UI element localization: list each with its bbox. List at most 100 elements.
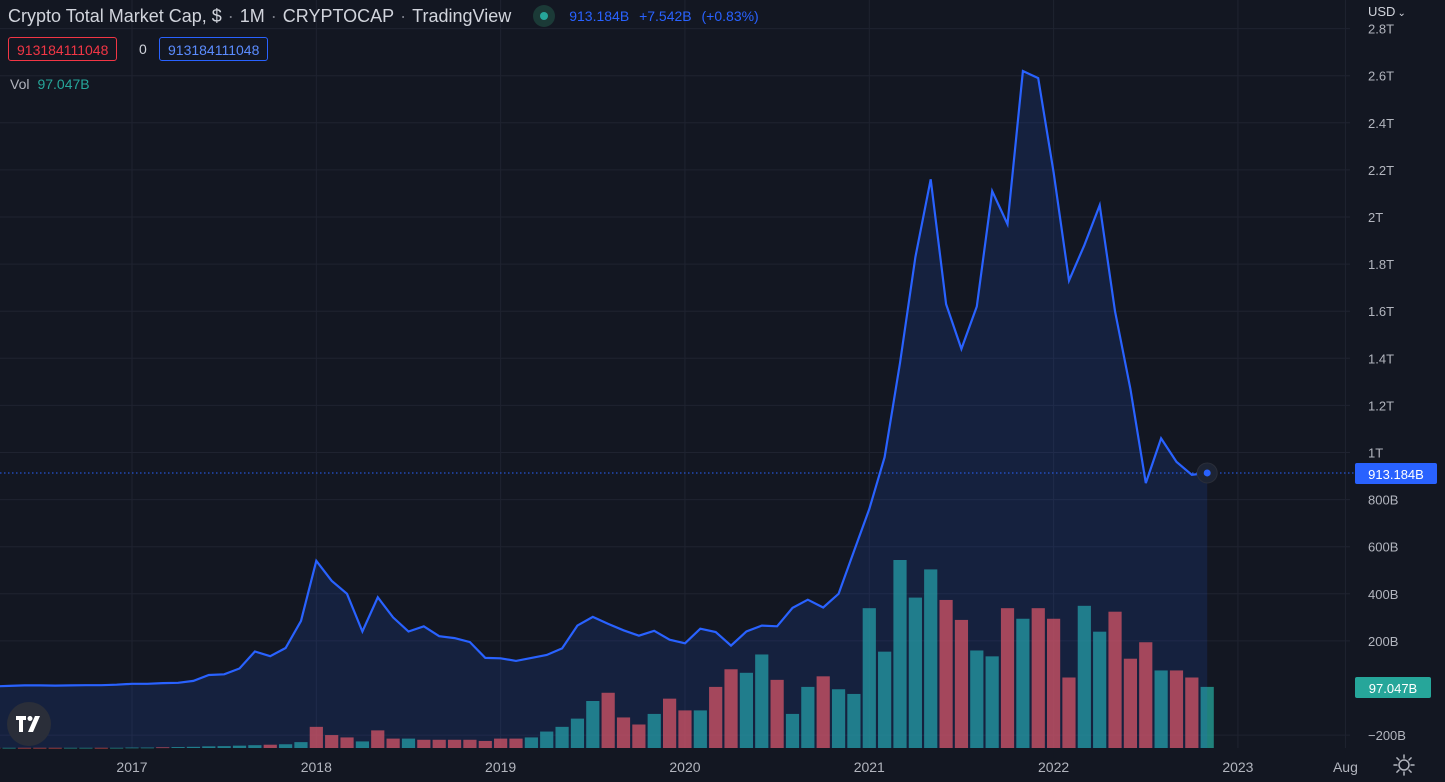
volume-bar — [954, 619, 969, 748]
time-axis[interactable]: 2017 2018 2019 2020 2021 2022 2023 Aug — [116, 759, 1357, 775]
interval-label[interactable]: 1M — [239, 5, 265, 26]
volume-bar — [878, 651, 892, 748]
currency-selector[interactable]: USD ⌄ — [1368, 4, 1406, 19]
volume-bar — [616, 717, 631, 748]
volume-bar — [678, 710, 692, 748]
volume-bar — [309, 726, 323, 748]
volume-bar — [1108, 611, 1122, 748]
volume-bar — [693, 710, 707, 748]
y-tick-label: 800B — [1368, 493, 1398, 508]
volume-bar — [248, 745, 262, 748]
y-tick-label: 1.4T — [1368, 351, 1394, 366]
volume-label: Vol — [10, 76, 30, 92]
grid — [0, 0, 1350, 748]
price-axis[interactable]: −200B 200B 400B 600B 800B 1T 1.2T 1.4T 1.6T 1.8T 2… — [1368, 22, 1406, 744]
volume-bar — [494, 738, 508, 748]
y-tick-label: 2T — [1368, 210, 1383, 225]
last-volume-tag-label: 97.047B — [1369, 681, 1417, 696]
y-tick-label: 2.8T — [1368, 22, 1394, 37]
volume-bar — [355, 741, 369, 748]
volume-bar — [294, 742, 308, 748]
volume-bar — [463, 739, 477, 748]
volume-bar — [785, 713, 800, 748]
source-label: TradingView — [412, 5, 512, 26]
x-tick-label: 2018 — [301, 759, 332, 775]
price-line — [0, 69, 1208, 688]
volume-bar — [939, 599, 953, 748]
change-value: +7.542B — [639, 8, 692, 24]
x-tick-label: 2017 — [116, 759, 147, 775]
volume-bar — [570, 718, 585, 748]
volume-bar — [478, 740, 492, 748]
volume-legend[interactable]: Vol 97.047B — [10, 76, 90, 92]
volume-bar — [970, 650, 984, 748]
x-tick-label: 2023 — [1222, 759, 1253, 775]
volume-bar — [831, 689, 846, 748]
volume-bar — [1062, 677, 1076, 748]
volume-bar — [1139, 642, 1153, 748]
volume-bar — [386, 738, 400, 748]
quantity-value: 0 — [139, 41, 147, 57]
separator: · — [400, 5, 407, 26]
volume-bar — [1123, 658, 1137, 748]
x-tick-label: Aug — [1333, 759, 1358, 775]
volume-bar — [816, 676, 830, 748]
symbol-title[interactable]: Crypto Total Market Cap, $ — [8, 5, 222, 26]
volume-bars — [0, 560, 1214, 749]
volume-bar — [340, 737, 354, 748]
y-tick-label: 600B — [1368, 540, 1398, 555]
market-status-icon[interactable] — [533, 5, 556, 27]
buy-button[interactable]: 913184111048 — [159, 37, 269, 61]
volume-bar — [647, 713, 661, 748]
volume-bar — [48, 747, 62, 749]
volume-bar — [1185, 677, 1199, 748]
last-value: 913.184B — [569, 8, 630, 24]
volume-bar — [724, 669, 738, 748]
volume-bar — [739, 672, 753, 748]
x-tick-label: 2022 — [1038, 759, 1069, 775]
y-tick-label: 1T — [1368, 446, 1383, 461]
volume-bar — [156, 747, 170, 749]
y-tick-label: 1.6T — [1368, 304, 1394, 319]
last-price-tag-label: 913.184B — [1368, 467, 1424, 482]
volume-bar — [709, 686, 723, 748]
chevron-down-icon: ⌄ — [1397, 8, 1406, 19]
volume-bar — [1000, 608, 1015, 748]
separator: · — [227, 5, 234, 26]
y-tick-label: 1.2T — [1368, 398, 1394, 413]
separator: · — [270, 5, 277, 26]
volume-bar — [432, 739, 446, 748]
volume-bar — [1047, 618, 1061, 748]
y-tick-label: 1.8T — [1368, 257, 1394, 272]
y-tick-label: 2.6T — [1368, 69, 1394, 84]
x-tick-label: 2019 — [485, 759, 516, 775]
volume-bar — [862, 608, 876, 748]
volume-bar — [540, 731, 554, 748]
y-tick-label: 2.2T — [1368, 163, 1394, 178]
volume-bar — [663, 698, 677, 748]
y-tick-label: 2.4T — [1368, 116, 1394, 131]
volume-bar — [1031, 608, 1045, 748]
volume-bar — [325, 735, 339, 748]
volume-bar — [171, 747, 185, 748]
volume-bar — [94, 747, 108, 749]
volume-bar — [893, 560, 907, 748]
tradingview-logo-icon[interactable] — [7, 702, 51, 746]
volume-bar — [801, 686, 815, 748]
sell-button[interactable]: 913184111048 — [8, 37, 118, 61]
volume-bar — [217, 746, 231, 748]
volume-value: 97.047B — [37, 76, 90, 92]
currency-label: USD — [1368, 4, 1396, 19]
volume-bar — [202, 746, 216, 748]
gear-icon[interactable] — [1392, 753, 1416, 777]
volume-bar — [847, 693, 861, 748]
volume-bar — [770, 679, 784, 748]
volume-bar — [555, 726, 569, 748]
tradingview-logo-icon-shape — [16, 716, 40, 732]
y-tick-label: −200B — [1368, 728, 1406, 743]
y-tick-label: 400B — [1368, 587, 1398, 602]
volume-bar — [186, 746, 201, 748]
volume-bar — [17, 747, 32, 749]
volume-bar — [125, 747, 139, 749]
